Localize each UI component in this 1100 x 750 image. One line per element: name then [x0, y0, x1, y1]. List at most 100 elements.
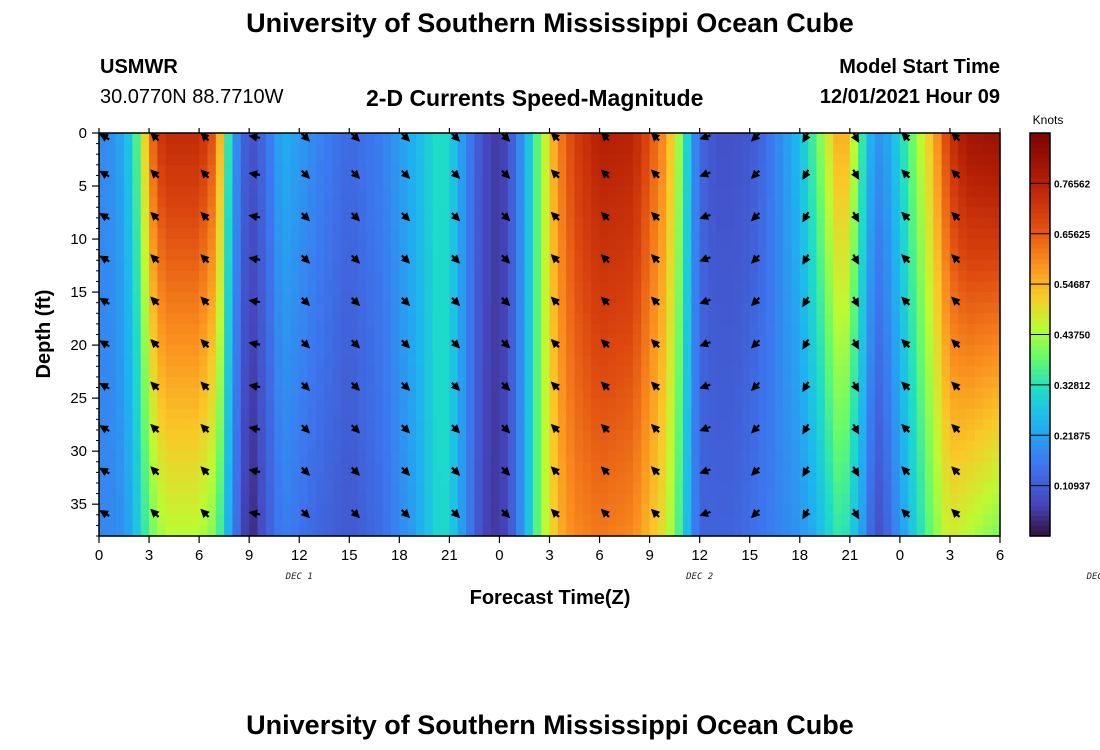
heatmap-cell: [491, 164, 501, 177]
heatmap-cell: [616, 302, 626, 314]
heatmap-cell: [207, 270, 217, 283]
heatmap-cell: [991, 143, 1001, 155]
heatmap-cell: [874, 504, 884, 516]
heatmap-cell: [641, 164, 651, 177]
heatmap-cell: [424, 387, 434, 399]
heatmap-cell: [591, 281, 601, 293]
heatmap-cell: [507, 514, 517, 526]
heatmap-cell: [99, 451, 108, 463]
heatmap-cell: [949, 482, 959, 495]
heatmap-cell: [549, 451, 559, 463]
heatmap-cell: [799, 143, 809, 155]
heatmap-cell: [199, 175, 209, 187]
heatmap-cell: [315, 366, 325, 378]
heatmap-cell: [157, 514, 167, 526]
heatmap-cell: [357, 239, 367, 251]
heatmap-cell: [949, 228, 959, 240]
heatmap-cell: [949, 525, 959, 537]
heatmap-cell: [724, 249, 734, 261]
heatmap-cell: [941, 472, 951, 484]
heatmap-cell: [799, 186, 809, 198]
heatmap-cell: [99, 493, 108, 505]
heatmap-cell: [315, 186, 325, 198]
current-vector-arrow: [901, 466, 911, 476]
heatmap-cell: [858, 281, 868, 293]
heatmap-cell: [991, 345, 1001, 357]
heatmap-cell: [482, 154, 492, 166]
heatmap-cell: [616, 472, 626, 484]
heatmap-cell: [582, 345, 592, 357]
heatmap-cell: [607, 313, 617, 325]
heatmap-cell: [649, 217, 659, 230]
heatmap-cell: [491, 514, 501, 526]
heatmap-cell: [524, 504, 534, 516]
heatmap-cell: [883, 504, 893, 516]
current-vector-arrow: [400, 132, 411, 142]
heatmap-cell: [249, 429, 259, 442]
heatmap-cell: [165, 451, 175, 463]
heatmap-cell: [290, 196, 300, 208]
heatmap-cell: [874, 345, 884, 357]
heatmap-cell: [107, 175, 117, 187]
heatmap-cell: [908, 260, 918, 272]
heatmap-cell: [591, 334, 601, 346]
heatmap-cell: [758, 249, 767, 261]
heatmap-cell: [607, 323, 617, 336]
heatmap-cell: [382, 504, 392, 516]
heatmap-cell: [182, 270, 192, 283]
heatmap-cell: [916, 196, 926, 208]
heatmap-cell: [557, 419, 567, 431]
current-vector-arrow: [248, 467, 261, 476]
heatmap-cell: [257, 260, 267, 272]
heatmap-cell: [674, 461, 684, 473]
current-vector-arrow: [248, 382, 261, 391]
heatmap-cell: [232, 323, 242, 336]
heatmap-cell: [682, 398, 692, 410]
heatmap-cell: [174, 398, 184, 410]
heatmap-cell: [416, 429, 425, 442]
heatmap-cell: [324, 493, 334, 505]
heatmap-cell: [399, 525, 409, 537]
heatmap-cell: [824, 482, 834, 495]
heatmap-cell: [716, 440, 726, 452]
heatmap-cell: [824, 323, 834, 336]
heatmap-cell: [124, 313, 133, 325]
heatmap-cell: [499, 302, 509, 314]
heatmap-cell: [332, 313, 342, 325]
heatmap-cell: [816, 514, 826, 526]
heatmap-cell: [374, 133, 384, 145]
heatmap-cell: [274, 398, 284, 410]
heatmap-cell: [616, 228, 626, 240]
heatmap-cell: [224, 345, 234, 357]
heatmap-cell: [799, 323, 809, 336]
heatmap-cell: [432, 323, 442, 336]
heatmap-cell: [574, 440, 584, 452]
heatmap-cell: [924, 143, 934, 155]
heatmap-cell: [824, 440, 834, 452]
heatmap-cell: [282, 133, 292, 145]
heatmap-cell: [783, 355, 793, 367]
heatmap-cell: [582, 366, 592, 378]
heatmap-cell: [833, 387, 843, 399]
colorbar-swatch: [1030, 349, 1050, 356]
heatmap-cell: [616, 154, 626, 166]
heatmap-cell: [174, 376, 184, 389]
heatmap-cell: [307, 355, 317, 367]
heatmap-cell: [841, 270, 851, 283]
heatmap-cell: [132, 472, 142, 484]
heatmap-cell: [466, 207, 476, 219]
heatmap-cell: [416, 175, 425, 187]
heatmap-cell: [324, 260, 334, 272]
heatmap-cell: [599, 482, 609, 495]
current-vector-arrow: [650, 132, 661, 142]
heatmap-cell: [390, 525, 400, 537]
heatmap-cell: [299, 281, 309, 293]
heatmap-cell: [265, 387, 275, 399]
heatmap-cell: [132, 323, 142, 336]
heatmap-cell: [791, 345, 801, 357]
heatmap-cell: [566, 217, 576, 230]
heatmap-cell: [207, 366, 217, 378]
heatmap-cell: [816, 175, 826, 187]
heatmap-cell: [432, 334, 442, 346]
heatmap-cell: [724, 164, 734, 177]
